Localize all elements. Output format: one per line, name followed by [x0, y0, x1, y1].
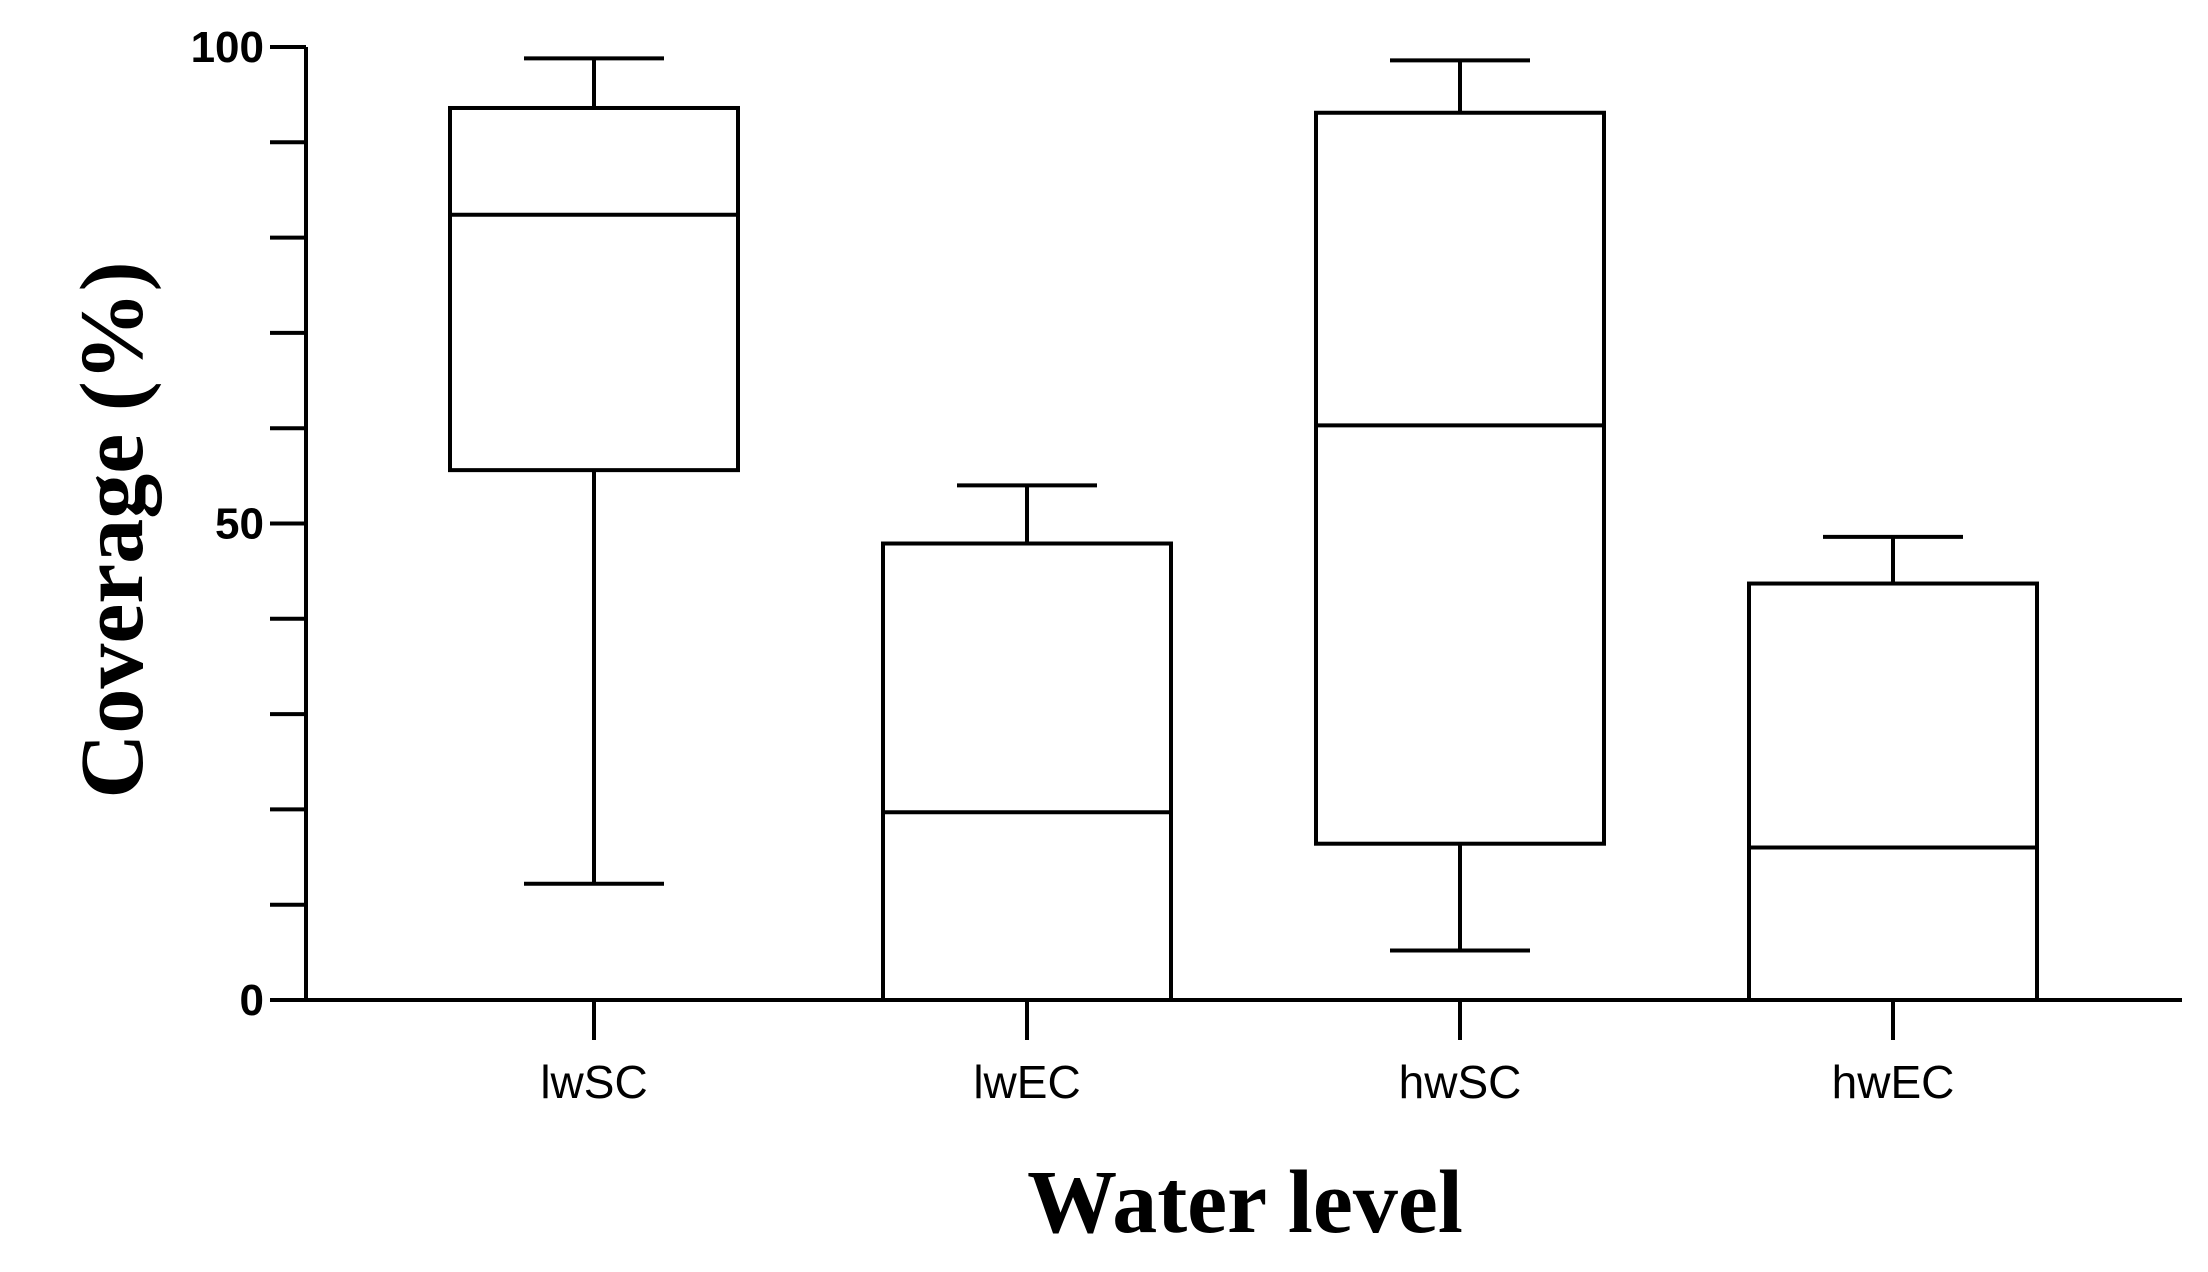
iqr-box: [881, 541, 1173, 1002]
y-axis-title: Coverage (%): [63, 261, 162, 798]
iqr-box: [1314, 110, 1606, 846]
x-tick-label: lwSC: [540, 1056, 647, 1108]
box-lwSC: [448, 56, 740, 886]
y-axis: 0 50 100: [191, 23, 308, 1025]
box-hwSC: [1314, 58, 1606, 953]
x-tick-label: hwSC: [1399, 1056, 1522, 1108]
y-tick-label: 0: [240, 976, 264, 1025]
y-tick-label: 50: [215, 500, 264, 549]
y-tick-label: 100: [191, 23, 264, 72]
box-lwEC: [881, 483, 1173, 1002]
plot-area: [448, 56, 2039, 1002]
x-axis-title: Water level: [1027, 1153, 1463, 1252]
iqr-box: [448, 105, 740, 473]
x-tick-label: lwEC: [973, 1056, 1080, 1108]
box-hwEC: [1747, 534, 2039, 1002]
x-axis: lwSC lwEC hwSC hwEC: [306, 998, 2182, 1108]
x-tick-label: hwEC: [1832, 1056, 1955, 1108]
iqr-box: [1747, 581, 2039, 1002]
